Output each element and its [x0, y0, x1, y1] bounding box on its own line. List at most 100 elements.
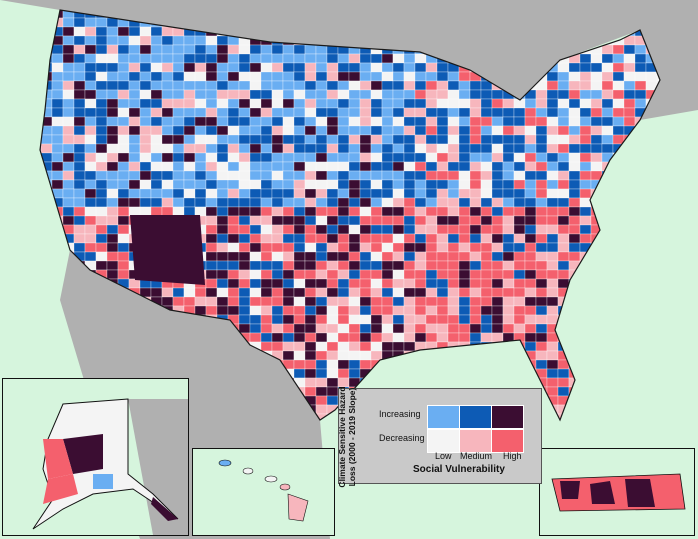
county-cell [469, 134, 482, 145]
county-cell [425, 215, 438, 226]
county-cell [480, 296, 493, 307]
county-cell [359, 260, 372, 271]
county-cell [282, 161, 295, 172]
county-cell [315, 170, 328, 181]
county-cell [645, 413, 658, 420]
county-cell [40, 287, 42, 298]
county-cell [469, 296, 482, 307]
county-cell [612, 107, 625, 118]
county-cell [381, 287, 394, 298]
county-cell [73, 17, 86, 28]
county-cell [535, 98, 548, 109]
county-cell [106, 62, 119, 73]
county-cell [62, 170, 75, 181]
county-cell [513, 206, 526, 217]
county-cell [557, 224, 570, 235]
county-cell [381, 152, 394, 163]
county-cell [436, 233, 449, 244]
county-cell [40, 10, 42, 19]
county-cell [40, 305, 53, 316]
county-cell [381, 332, 394, 343]
county-cell [337, 89, 350, 100]
county-cell [546, 89, 559, 100]
county-cell [590, 251, 603, 262]
county-cell [480, 314, 493, 325]
county-cell [73, 107, 86, 118]
county-cell [546, 368, 559, 379]
legend-increasing-label: Increasing [379, 409, 421, 419]
county-cell [271, 305, 284, 316]
county-cell [139, 197, 152, 208]
county-cell [271, 80, 284, 91]
county-cell [216, 242, 229, 253]
county-cell [282, 332, 295, 343]
county-cell [84, 242, 97, 253]
county-cell [128, 134, 141, 145]
county-cell [337, 161, 350, 172]
county-cell [117, 197, 130, 208]
county-cell [95, 179, 108, 190]
county-cell [271, 143, 284, 154]
county-cell [601, 53, 614, 64]
county-cell [370, 224, 383, 235]
county-cell [40, 269, 42, 280]
county-cell [62, 116, 75, 127]
county-cell [95, 107, 108, 118]
county-cell [205, 179, 218, 190]
county-cell [447, 71, 460, 82]
county-cell [392, 260, 405, 271]
county-cell [51, 368, 64, 379]
county-cell [106, 125, 119, 136]
county-cell [480, 269, 493, 280]
hawaii-inset [192, 448, 335, 536]
county-cell [249, 260, 262, 271]
county-cell [469, 314, 482, 325]
county-cell [613, 423, 624, 432]
county-cell [282, 44, 295, 55]
county-cell [282, 107, 295, 118]
county-cell [337, 251, 350, 262]
county-cell [513, 278, 526, 289]
county-cell [216, 269, 229, 280]
county-cell [491, 215, 504, 226]
county-cell [139, 161, 152, 172]
county-cell [623, 251, 636, 262]
county-cell [524, 107, 537, 118]
county-cell [84, 35, 97, 46]
county-cell [326, 143, 339, 154]
county-cell [293, 305, 306, 316]
county-cell [590, 161, 603, 172]
county-cell [304, 215, 317, 226]
county-cell [436, 305, 449, 316]
county-cell [238, 152, 251, 163]
county-cell [590, 278, 603, 289]
county-cell [40, 359, 42, 370]
county-cell [381, 206, 394, 217]
county-cell [315, 368, 328, 379]
county-cell [62, 35, 75, 46]
county-cell [656, 233, 660, 244]
county-cell [557, 107, 570, 118]
county-cell [601, 332, 614, 343]
county-cell [381, 98, 394, 109]
county-cell [370, 179, 383, 190]
county-cell [359, 143, 372, 154]
county-cell [502, 170, 515, 181]
county-cell [271, 170, 284, 181]
county-cell [326, 269, 339, 280]
county-cell [183, 143, 196, 154]
county-cell [403, 125, 416, 136]
county-cell [293, 314, 306, 325]
county-cell [403, 224, 416, 235]
county-cell [535, 224, 548, 235]
county-cell [557, 134, 570, 145]
county-cell [293, 260, 306, 271]
county-cell [469, 170, 482, 181]
county-cell [436, 98, 449, 109]
county-cell [645, 269, 658, 280]
county-cell [161, 35, 174, 46]
county-cell [260, 314, 273, 325]
county-cell [84, 98, 97, 109]
alaska-inset [2, 378, 189, 536]
county-cell [436, 332, 449, 343]
